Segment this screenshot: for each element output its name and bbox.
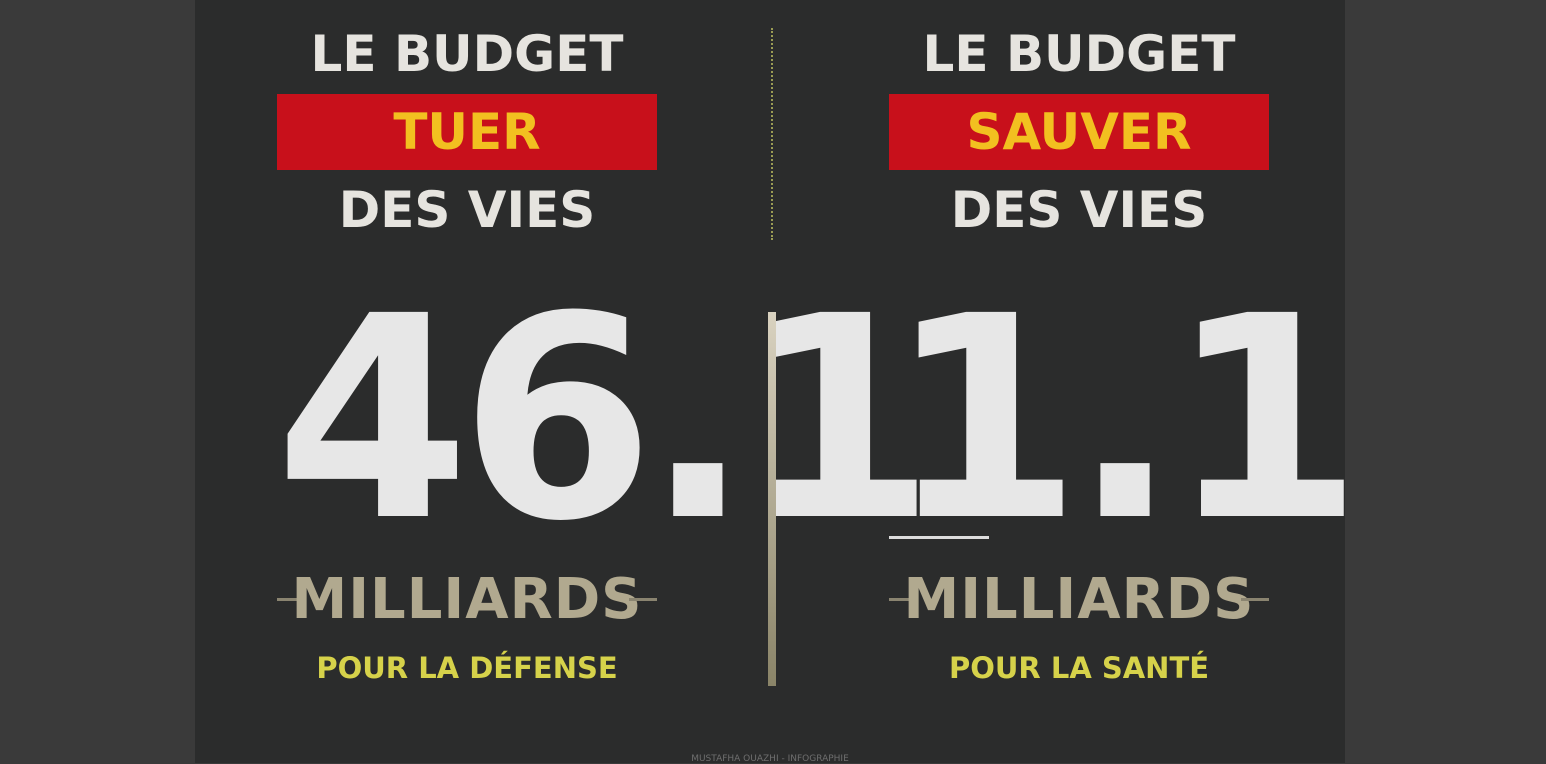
right-caption: POUR LA SANTÉ [948,651,1210,685]
right-unit: MILLIARDS [903,567,1255,632]
right-amount: 1.1 [887,257,1363,583]
right-highlight-word: SAUVER [966,103,1192,161]
solid-divider [768,312,776,686]
right-heading-line3: DES VIES [950,181,1208,239]
left-caption: POUR LA DÉFENSE [316,651,618,685]
right-units-row: MILLIARDS [887,568,1271,632]
left-amount: 46.1 [275,257,936,583]
left-unit: MILLIARDS [291,567,643,632]
dash-decoration [889,598,917,601]
credit-line: MUSTAFHA OUAZHI - INFOGRAPHIE [691,754,849,764]
left-heading-line3: DES VIES [338,181,596,239]
dash-decoration [1241,598,1269,601]
dotted-divider [771,28,773,240]
left-units-row: MILLIARDS [275,568,659,632]
blank-line-decoration [889,536,989,539]
dash-decoration [629,598,657,601]
left-highlight-word: TUER [393,103,541,161]
left-highlight-box [277,94,657,170]
right-highlight-box [889,94,1269,170]
dash-decoration [277,598,305,601]
